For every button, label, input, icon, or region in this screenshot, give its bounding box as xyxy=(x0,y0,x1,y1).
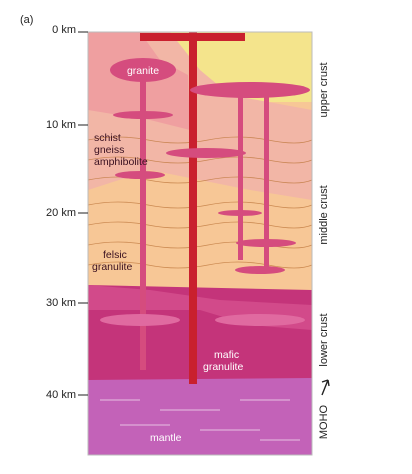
rock-label: amphibolite xyxy=(94,156,148,168)
rock-label: mantle xyxy=(150,432,182,444)
tick-label: 30 km xyxy=(46,297,76,309)
section xyxy=(87,31,313,456)
panel-label: (a) xyxy=(20,14,33,26)
depth-axis xyxy=(78,31,88,396)
tick-label: 10 km xyxy=(46,119,76,131)
zone-label: lower crust xyxy=(318,313,330,366)
tick-label: 20 km xyxy=(46,207,76,219)
zone-label: upper crust xyxy=(318,62,330,117)
zone-label: middle crust xyxy=(318,185,330,244)
rock-label: gneiss xyxy=(94,144,124,156)
rock-label: granite xyxy=(127,65,159,77)
tick-label: 40 km xyxy=(46,389,76,401)
rock-label: felsic xyxy=(103,249,127,261)
rock-label: granulite xyxy=(92,261,132,273)
rock-label: mafic xyxy=(214,349,239,361)
zone-label: MOHO xyxy=(318,404,330,439)
tick-label: 0 km xyxy=(52,24,76,36)
moho-arrow xyxy=(321,379,330,396)
rock-label: granulite xyxy=(203,361,243,373)
rock-label: schist xyxy=(94,132,121,144)
